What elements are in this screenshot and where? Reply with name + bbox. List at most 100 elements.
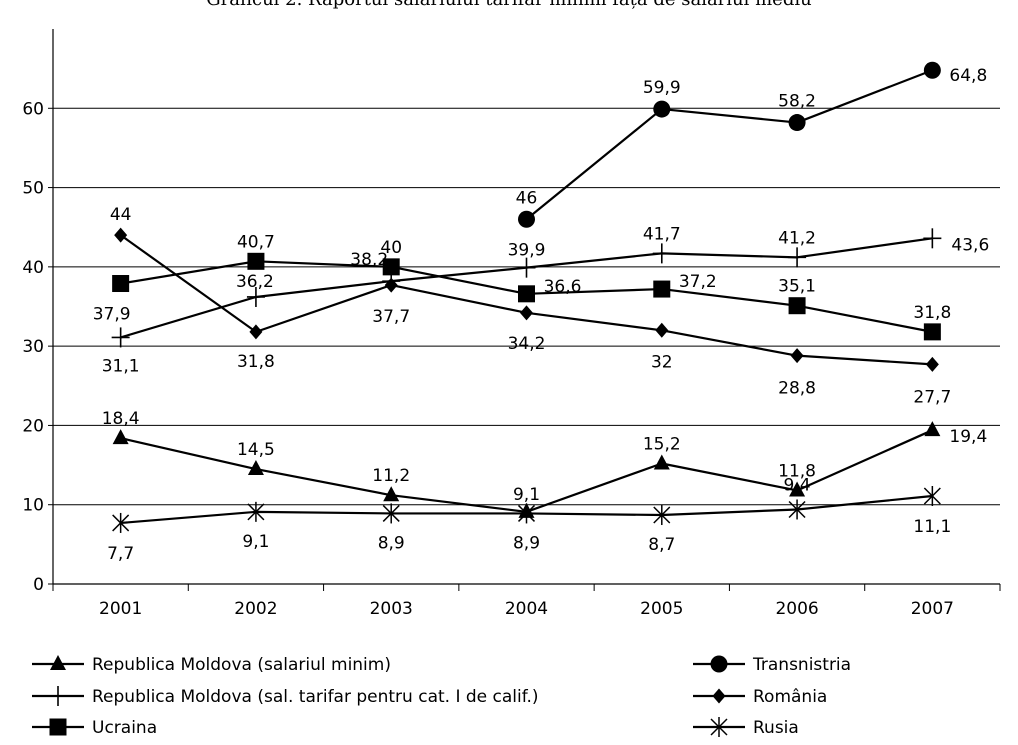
data-point-asterisk bbox=[788, 499, 806, 520]
x-tick-label: 2004 bbox=[505, 599, 548, 619]
legend-marker-circle bbox=[710, 655, 728, 673]
data-label: 31,8 bbox=[913, 303, 951, 323]
data-point-plus bbox=[923, 228, 942, 249]
data-point-circle bbox=[518, 210, 535, 228]
legend-marker-asterisk bbox=[710, 717, 728, 737]
data-point-square bbox=[247, 252, 265, 270]
data-label: 36,6 bbox=[544, 277, 582, 297]
legend-label: Ucraina bbox=[92, 718, 157, 738]
legend-marker-triangle bbox=[50, 655, 66, 670]
data-point-triangle bbox=[247, 460, 264, 476]
y-tick-label: 30 bbox=[22, 337, 44, 357]
data-label: 8,9 bbox=[513, 533, 540, 553]
x-tick-label: 2002 bbox=[234, 599, 277, 619]
data-label: 8,9 bbox=[378, 533, 405, 553]
data-label: 43,6 bbox=[951, 235, 989, 255]
y-tick-label: 10 bbox=[22, 496, 44, 516]
y-tick-label: 0 bbox=[33, 575, 44, 595]
data-point-diamond bbox=[384, 277, 398, 293]
data-label: 41,7 bbox=[643, 224, 681, 244]
legend-label: Transnistria bbox=[752, 655, 851, 675]
data-label: 35,1 bbox=[778, 277, 816, 297]
data-point-triangle bbox=[924, 421, 941, 437]
data-point-triangle bbox=[112, 429, 129, 445]
data-point-circle bbox=[788, 114, 806, 132]
legend-marker-plus bbox=[49, 686, 67, 706]
x-tick-label: 2005 bbox=[640, 599, 683, 619]
y-tick-label: 50 bbox=[22, 179, 44, 199]
data-point-circle bbox=[923, 61, 941, 79]
data-point-diamond bbox=[790, 348, 804, 364]
data-label: 37,2 bbox=[679, 272, 717, 292]
data-point-square bbox=[382, 258, 400, 276]
data-label: 15,2 bbox=[643, 434, 681, 454]
data-label: 31,1 bbox=[102, 356, 140, 376]
data-point-square bbox=[653, 280, 671, 298]
x-tick-label: 2001 bbox=[99, 599, 142, 619]
y-tick-label: 20 bbox=[22, 416, 44, 436]
data-point-plus bbox=[517, 257, 536, 278]
legend-marker-diamond bbox=[712, 688, 726, 704]
x-tick-label: 2007 bbox=[911, 599, 954, 619]
data-label: 9,4 bbox=[784, 475, 811, 495]
data-label: 31,8 bbox=[237, 352, 275, 372]
x-tick-label: 2003 bbox=[370, 599, 413, 619]
data-label: 58,2 bbox=[778, 92, 816, 112]
data-point-asterisk bbox=[382, 503, 400, 524]
data-label: 19,4 bbox=[949, 427, 987, 447]
data-label: 37,7 bbox=[372, 307, 410, 327]
data-label: 59,9 bbox=[643, 78, 681, 98]
x-tick-label: 2006 bbox=[775, 599, 818, 619]
data-label: 44 bbox=[110, 205, 132, 225]
data-label: 32 bbox=[651, 352, 673, 372]
data-point-asterisk bbox=[653, 505, 671, 526]
data-label: 37,9 bbox=[93, 305, 131, 325]
data-point-triangle bbox=[383, 486, 400, 502]
data-point-diamond bbox=[925, 356, 939, 372]
legend-marker-square bbox=[49, 718, 67, 736]
data-label: 36,2 bbox=[236, 272, 274, 292]
y-tick-label: 60 bbox=[22, 99, 44, 119]
data-label: 9,1 bbox=[513, 485, 540, 505]
data-point-plus bbox=[652, 243, 671, 264]
data-point-triangle bbox=[653, 454, 670, 470]
data-point-square bbox=[923, 323, 941, 341]
data-label: 41,2 bbox=[778, 228, 816, 248]
legend-label: Rusia bbox=[753, 718, 799, 738]
data-label: 64,8 bbox=[949, 66, 987, 86]
legend-label: Republica Moldova (sal. tarifar pentru c… bbox=[92, 687, 539, 707]
data-point-diamond bbox=[114, 227, 128, 243]
series-line-circle bbox=[525, 69, 933, 221]
data-label: 18,4 bbox=[102, 409, 140, 429]
data-point-square bbox=[518, 285, 535, 303]
data-point-triangle bbox=[789, 481, 806, 497]
data-label: 27,7 bbox=[913, 387, 951, 407]
data-point-plus bbox=[788, 247, 807, 268]
data-point-asterisk bbox=[247, 501, 265, 522]
data-point-asterisk bbox=[923, 485, 941, 506]
chart-title: Graficul 2. Raportul salariului tarifar … bbox=[0, 0, 1018, 10]
data-point-plus bbox=[246, 286, 265, 307]
data-label: 40,7 bbox=[237, 232, 275, 252]
data-label: 14,5 bbox=[237, 440, 275, 460]
y-tick-label: 40 bbox=[22, 258, 44, 278]
data-label: 34,2 bbox=[508, 334, 546, 354]
data-point-diamond bbox=[520, 305, 533, 321]
data-point-plus bbox=[111, 327, 130, 348]
data-label: 46 bbox=[516, 188, 538, 208]
data-label: 39,9 bbox=[508, 241, 546, 261]
data-point-square bbox=[112, 275, 130, 293]
data-label: 28,8 bbox=[778, 379, 816, 399]
data-point-asterisk bbox=[517, 503, 536, 524]
data-point-asterisk bbox=[112, 512, 130, 533]
data-label: 9,1 bbox=[242, 532, 269, 552]
data-label: 11,1 bbox=[913, 517, 951, 537]
data-label: 7,7 bbox=[107, 544, 134, 564]
data-label: 8,7 bbox=[648, 535, 675, 555]
data-point-square bbox=[788, 297, 806, 315]
legend-label: Republica Moldova (salariul minim) bbox=[92, 655, 391, 675]
data-point-diamond bbox=[655, 322, 669, 338]
data-point-diamond bbox=[249, 324, 263, 340]
data-label: 40 bbox=[380, 238, 402, 258]
